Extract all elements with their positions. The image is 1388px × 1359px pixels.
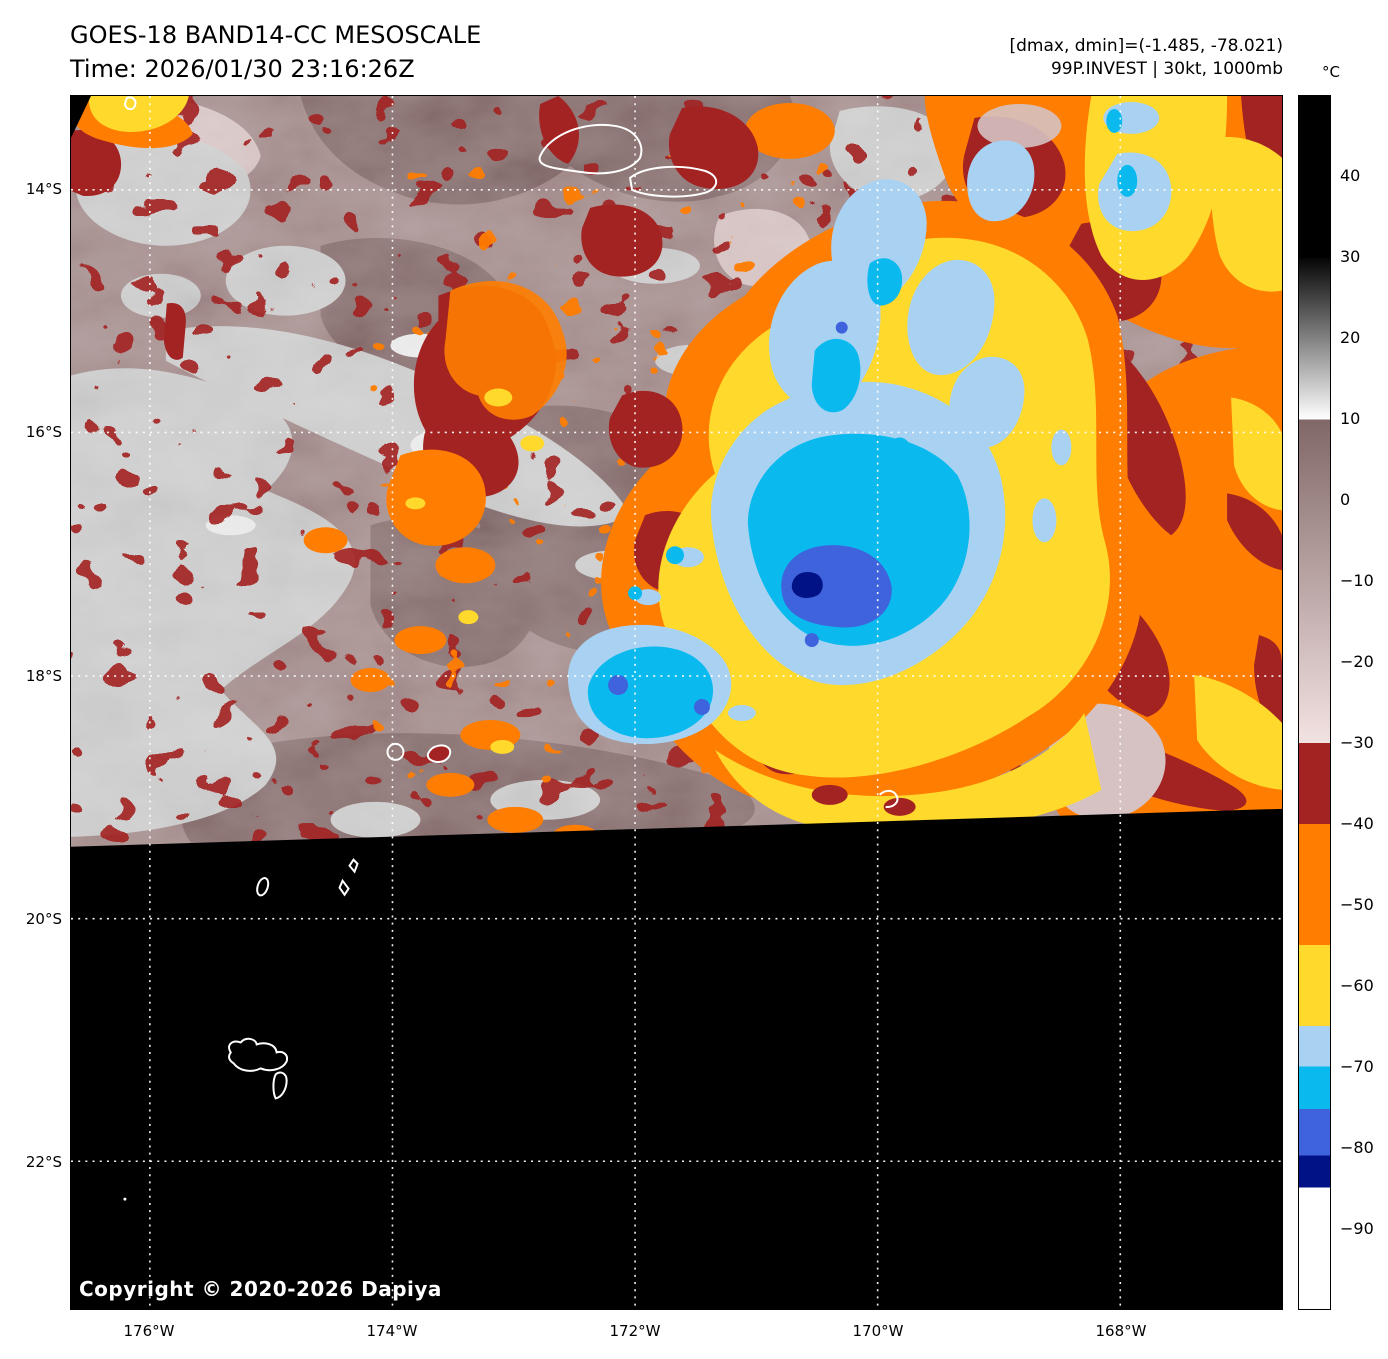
page-title: GOES-18 BAND14-CC MESOSCALE [70, 21, 482, 49]
dmax-dmin-readout: [dmax, dmin]=(-1.485, -78.021) [1009, 36, 1284, 56]
colorbar-tick-label: −90 [1340, 1219, 1374, 1238]
island-outline-tafahi [348, 858, 359, 874]
island-outline-small-north [123, 96, 137, 111]
y-tick-label: 18°S [25, 667, 62, 685]
island-outline-tiny-dot [123, 1197, 127, 1201]
colorbar-tick-label: −50 [1340, 895, 1374, 914]
island-outline-tongatapu [228, 1037, 289, 1072]
y-tick-label: 16°S [25, 423, 62, 441]
satellite-image [71, 96, 1282, 1309]
colorbar-tick-label: −60 [1340, 976, 1374, 995]
satellite-map-frame [70, 95, 1283, 1310]
colorbar-tick-label: −40 [1340, 814, 1374, 833]
x-tick-label: 174°W [366, 1322, 418, 1340]
x-tick-label: 170°W [852, 1322, 904, 1340]
colorbar-tick-label: −70 [1340, 1057, 1374, 1076]
copyright-watermark: Copyright © 2020-2026 Dapiya [79, 1277, 442, 1301]
colorbar-tick-label: −10 [1340, 571, 1374, 590]
colorbar-tick-label: 10 [1340, 409, 1361, 428]
timestamp-line: Time: 2026/01/30 23:16:26Z [70, 55, 415, 83]
island-outline-niuatoputapu [256, 877, 270, 897]
island-outline-edge-arc [878, 789, 899, 808]
island-outline-small-ring [426, 744, 452, 763]
x-tick-label: 172°W [609, 1322, 661, 1340]
x-tick-label: 176°W [123, 1322, 175, 1340]
y-tick-label: 20°S [25, 910, 62, 928]
colorbar-tick-label: −80 [1340, 1138, 1374, 1157]
colorbar-tick-label: 40 [1340, 166, 1361, 185]
latlon-gridlines [71, 96, 1282, 1309]
island-outline-tafahi-2 [338, 878, 350, 897]
colorbar-tick-label: −30 [1340, 733, 1374, 752]
storm-info-readout: 99P.INVEST | 30kt, 1000mb [1050, 59, 1283, 79]
island-outline-savaii [538, 123, 643, 175]
cold-cloud-regions [71, 96, 1282, 845]
island-outline-niuafoou [386, 742, 405, 761]
y-tick-label: 14°S [25, 180, 62, 198]
colorbar-tick-label: −20 [1340, 652, 1374, 671]
y-tick-label: 22°S [25, 1153, 62, 1171]
colorbar-tick-label: 30 [1340, 247, 1361, 266]
island-outlines [123, 96, 899, 1201]
colorbar-unit-label: °C [1322, 63, 1340, 81]
colorbar-tick-label: 20 [1340, 328, 1361, 347]
x-tick-label: 168°W [1095, 1322, 1147, 1340]
colorbar-tick-label: 0 [1340, 490, 1351, 509]
temperature-colorbar [1298, 95, 1331, 1310]
island-outline-eua [272, 1071, 288, 1100]
island-outline-upolu [628, 165, 718, 198]
